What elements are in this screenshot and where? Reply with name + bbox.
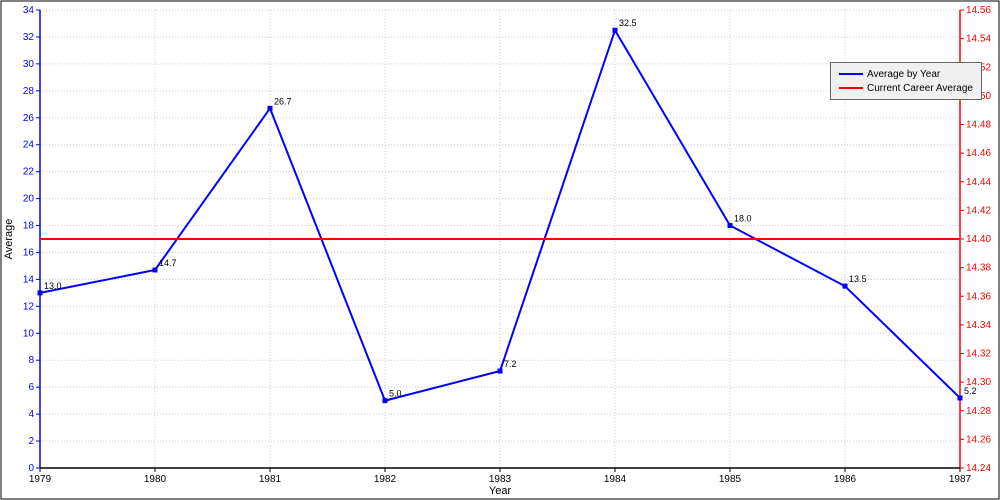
y-left-tick-label: 2 [28, 436, 34, 447]
data-marker [383, 398, 388, 403]
y-right-tick-label: 14.54 [966, 34, 991, 45]
y-left-tick-label: 16 [23, 247, 35, 258]
data-label: 7.2 [504, 359, 517, 369]
x-tick-label: 1982 [374, 474, 397, 485]
x-tick-label: 1981 [259, 474, 282, 485]
data-label: 13.0 [44, 281, 62, 291]
y-right-tick-label: 14.36 [966, 291, 991, 302]
y-right-tick-label: 14.56 [966, 5, 991, 16]
line-chart: 1979198019811982198319841985198619870246… [0, 0, 1000, 500]
y-left-tick-label: 26 [23, 113, 35, 124]
y-right-tick-label: 14.44 [966, 177, 991, 188]
legend-item: Average by Year [839, 67, 973, 81]
y-right-tick-label: 14.38 [966, 263, 991, 274]
y-right-tick-label: 14.26 [966, 434, 991, 445]
y-left-tick-label: 18 [23, 221, 35, 232]
y-left-tick-label: 6 [28, 382, 34, 393]
data-marker [268, 106, 273, 111]
y-right-tick-label: 14.46 [966, 148, 991, 159]
data-marker [38, 290, 43, 295]
x-tick-label: 1986 [834, 474, 857, 485]
y-left-tick-label: 8 [28, 355, 34, 366]
y-left-tick-label: 30 [23, 59, 35, 70]
x-tick-label: 1979 [29, 474, 52, 485]
data-marker [613, 28, 618, 33]
y-axis-label: Average [3, 219, 15, 260]
y-right-tick-label: 14.28 [966, 406, 991, 417]
data-marker [843, 284, 848, 289]
y-left-tick-label: 20 [23, 194, 35, 205]
legend-swatch [839, 87, 863, 89]
legend-label: Current Career Average [867, 83, 973, 94]
data-label: 5.2 [964, 386, 977, 396]
legend-item: Current Career Average [839, 81, 973, 95]
x-tick-label: 1987 [949, 474, 972, 485]
y-right-tick-label: 14.24 [966, 463, 991, 474]
legend-label: Average by Year [867, 69, 940, 80]
y-right-tick-label: 14.48 [966, 120, 991, 131]
y-left-tick-label: 22 [23, 167, 35, 178]
x-tick-label: 1983 [489, 474, 512, 485]
y-left-tick-label: 24 [23, 140, 35, 151]
x-axis-label: Year [489, 485, 512, 497]
y-left-tick-label: 34 [23, 5, 35, 16]
data-label: 18.0 [734, 214, 752, 224]
data-label: 13.5 [849, 274, 867, 284]
y-right-tick-label: 14.42 [966, 205, 991, 216]
y-right-tick-label: 14.40 [966, 234, 991, 245]
data-marker [958, 395, 963, 400]
y-left-tick-label: 14 [23, 274, 35, 285]
data-marker [153, 267, 158, 272]
data-label: 26.7 [274, 96, 292, 106]
legend-swatch [839, 73, 863, 75]
y-left-tick-label: 4 [28, 409, 34, 420]
x-tick-label: 1980 [144, 474, 167, 485]
x-tick-label: 1985 [719, 474, 742, 485]
data-marker [728, 223, 733, 228]
y-left-tick-label: 10 [23, 328, 35, 339]
y-left-tick-label: 12 [23, 301, 35, 312]
y-right-tick-label: 14.32 [966, 349, 991, 360]
legend: Average by Year Current Career Average [830, 62, 982, 100]
data-label: 5.0 [389, 389, 402, 399]
data-label: 32.5 [619, 18, 637, 28]
y-left-tick-label: 0 [28, 463, 34, 474]
x-tick-label: 1984 [604, 474, 627, 485]
data-label: 14.7 [159, 258, 177, 268]
y-left-tick-label: 28 [23, 86, 35, 97]
y-left-tick-label: 32 [23, 32, 35, 43]
data-marker [498, 369, 503, 374]
y-right-tick-label: 14.34 [966, 320, 991, 331]
